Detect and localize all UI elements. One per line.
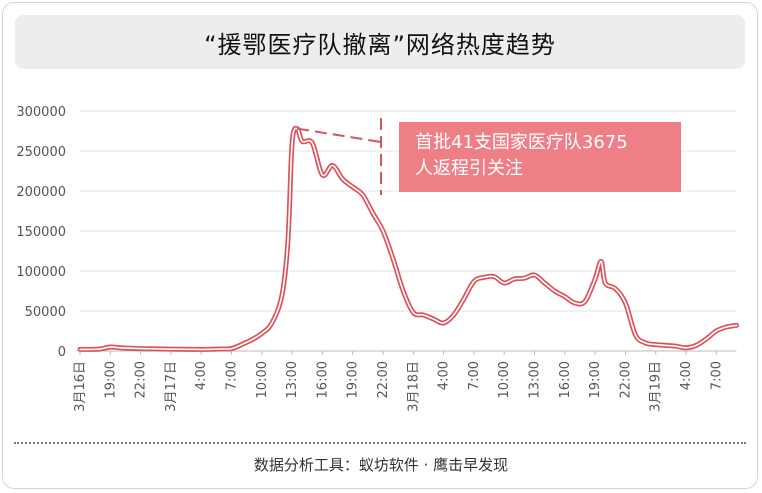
x-tick-label: 19:00 bbox=[588, 361, 603, 398]
x-axis-ticks: 3月16日 19:00 22:00 3月17日 4:00 7:00 10:00 13:00 16… bbox=[73, 351, 724, 412]
x-tick-label: 3月16日 bbox=[73, 361, 88, 412]
x-tick-label: 7:00 bbox=[225, 361, 240, 390]
annotation-callout bbox=[296, 118, 382, 195]
x-tick-label: 3月19日 bbox=[649, 361, 664, 412]
x-tick-label: 22:00 bbox=[376, 361, 391, 398]
x-tick-label: 7:00 bbox=[709, 361, 724, 390]
x-tick-label: 4:00 bbox=[679, 361, 694, 390]
y-tick-label: 50000 bbox=[25, 305, 66, 320]
chart-title: “援鄂医疗队撤离”网络热度趋势 bbox=[204, 30, 556, 59]
y-axis-ticks: 300000 250000 200000 150000 100000 50000 0 bbox=[16, 105, 66, 360]
series-group bbox=[77, 125, 739, 352]
x-tick-label: 19:00 bbox=[103, 361, 118, 398]
callout-diagonal bbox=[296, 127, 382, 143]
title-bar: “援鄂医疗队撤离”网络热度趋势 bbox=[15, 15, 745, 69]
x-tick-label: 10:00 bbox=[497, 361, 512, 398]
annotation-box: 首批41支国家医疗队3675 人返程引关注 bbox=[399, 122, 681, 192]
y-tick-label: 300000 bbox=[16, 105, 66, 120]
x-tick-label: 22:00 bbox=[618, 361, 633, 398]
footer-divider bbox=[14, 442, 746, 444]
trend-chart: 300000 250000 200000 150000 100000 50000 0 3月1… bbox=[16, 105, 739, 412]
x-tick-label: 16:00 bbox=[558, 361, 573, 398]
y-tick-label: 100000 bbox=[16, 265, 66, 280]
x-tick-label: 22:00 bbox=[134, 361, 149, 398]
y-tick-label: 0 bbox=[58, 345, 66, 360]
x-tick-label: 19:00 bbox=[346, 361, 361, 398]
series-line-inner bbox=[79, 127, 738, 351]
x-tick-label: 16:00 bbox=[315, 361, 330, 398]
x-tick-label: 7:00 bbox=[467, 361, 482, 390]
annotation-line-1: 首批41支国家医疗队3675 bbox=[415, 132, 628, 153]
y-tick-label: 250000 bbox=[16, 145, 66, 160]
x-tick-label: 13:00 bbox=[285, 361, 300, 398]
y-tick-label: 200000 bbox=[16, 185, 66, 200]
y-tick-label: 150000 bbox=[16, 225, 66, 240]
x-tick-label: 3月17日 bbox=[164, 361, 179, 412]
x-tick-label: 13:00 bbox=[528, 361, 543, 398]
x-tick-label: 3月18日 bbox=[406, 361, 421, 412]
x-tick-label: 4:00 bbox=[437, 361, 452, 390]
x-tick-label: 10:00 bbox=[255, 361, 270, 398]
annotation-line-2: 人返程引关注 bbox=[415, 158, 523, 179]
x-tick-label: 4:00 bbox=[194, 361, 209, 390]
source-credit: 数据分析工具：蚁坊软件 · 鹰击早发现 bbox=[253, 456, 509, 474]
